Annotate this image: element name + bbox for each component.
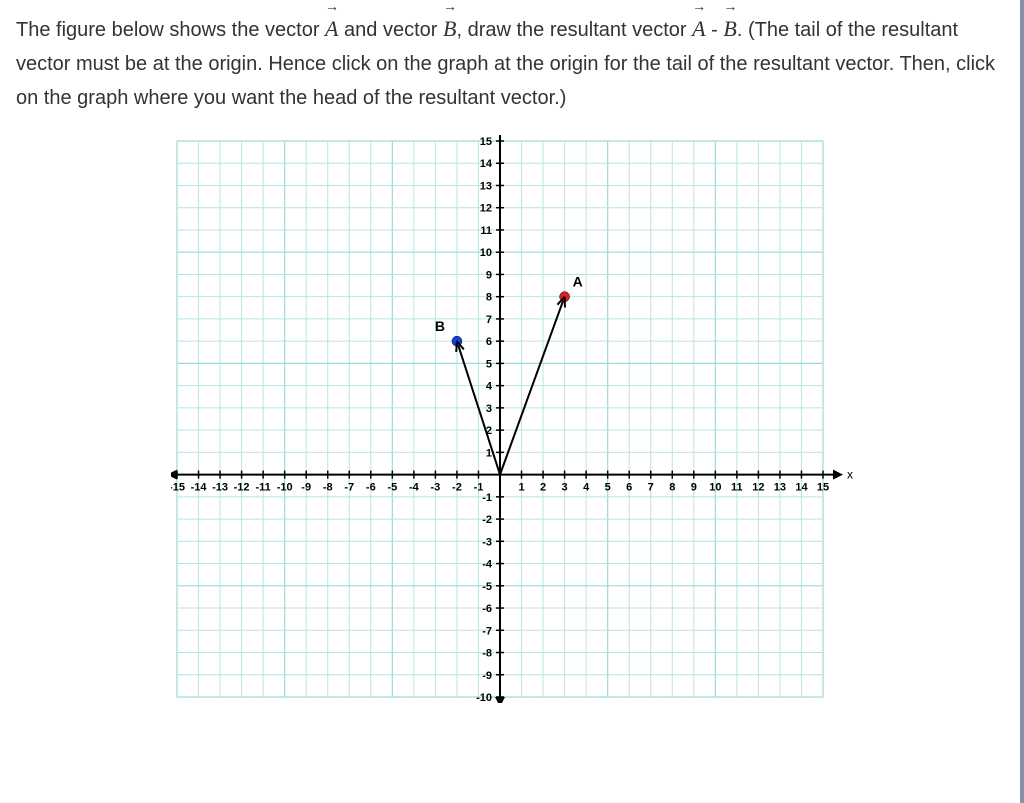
chart-container: -15-14-13-12-11-10-9-8-7-6-5-4-3-2-11234… [0, 135, 1024, 703]
svg-text:4: 4 [486, 381, 493, 393]
text-part2: and vector [339, 19, 444, 41]
svg-text:1: 1 [518, 482, 524, 494]
svg-text:10: 10 [709, 482, 721, 494]
svg-text:-11: -11 [255, 482, 270, 494]
svg-text:-8: -8 [323, 482, 333, 494]
svg-text:-1: -1 [482, 492, 492, 504]
svg-text:-3: -3 [482, 537, 492, 549]
svg-text:15: 15 [817, 482, 829, 494]
svg-text:-6: -6 [366, 482, 376, 494]
svg-text:-4: -4 [482, 559, 493, 571]
svg-text:-5: -5 [482, 581, 492, 593]
svg-text:B: B [435, 319, 445, 335]
svg-text:-10: -10 [476, 692, 492, 703]
vector-B2-symbol: B [723, 10, 736, 47]
svg-text:12: 12 [480, 203, 492, 215]
vector-B-symbol: B [443, 10, 456, 47]
svg-text:5: 5 [486, 359, 492, 371]
text-part3: , draw the resultant vector [456, 19, 692, 41]
svg-text:-9: -9 [482, 670, 492, 682]
svg-text:7: 7 [486, 314, 492, 326]
svg-text:6: 6 [626, 482, 632, 494]
svg-text:11: 11 [480, 225, 492, 237]
svg-text:11: 11 [731, 482, 743, 494]
svg-text:x: x [847, 468, 853, 482]
svg-text:-2: -2 [452, 482, 462, 494]
svg-text:12: 12 [752, 482, 764, 494]
vector-A-symbol: A [325, 10, 338, 47]
svg-text:-5: -5 [387, 482, 397, 494]
svg-text:14: 14 [795, 482, 808, 494]
chart-svg[interactable]: -15-14-13-12-11-10-9-8-7-6-5-4-3-2-11234… [171, 135, 853, 703]
svg-text:8: 8 [669, 482, 675, 494]
svg-text:3: 3 [562, 482, 568, 494]
svg-text:13: 13 [774, 482, 786, 494]
vector-chart[interactable]: -15-14-13-12-11-10-9-8-7-6-5-4-3-2-11234… [171, 135, 853, 703]
vector-A2-symbol: A [692, 10, 705, 47]
svg-text:9: 9 [486, 270, 492, 282]
svg-text:13: 13 [480, 181, 492, 193]
svg-text:-3: -3 [431, 482, 441, 494]
question-text: The figure below shows the vector A and … [0, 0, 1024, 135]
svg-text:5: 5 [605, 482, 611, 494]
svg-text:-12: -12 [234, 482, 250, 494]
svg-text:-14: -14 [191, 482, 208, 494]
svg-text:-9: -9 [301, 482, 311, 494]
text-part4: - [706, 19, 724, 41]
svg-text:10: 10 [480, 248, 492, 260]
svg-text:-6: -6 [482, 603, 492, 615]
svg-text:8: 8 [486, 292, 492, 304]
svg-text:2: 2 [540, 482, 546, 494]
svg-text:15: 15 [480, 136, 492, 148]
svg-text:7: 7 [648, 482, 654, 494]
svg-text:-8: -8 [482, 648, 492, 660]
text-part1: The figure below shows the vector [16, 19, 325, 41]
svg-text:3: 3 [486, 403, 492, 415]
svg-text:-10: -10 [277, 482, 293, 494]
svg-text:-15: -15 [171, 482, 185, 494]
svg-text:4: 4 [583, 482, 590, 494]
svg-text:-7: -7 [344, 482, 354, 494]
svg-text:-2: -2 [482, 514, 492, 526]
svg-text:A: A [573, 274, 583, 290]
svg-text:-4: -4 [409, 482, 420, 494]
svg-text:6: 6 [486, 337, 492, 349]
svg-text:-7: -7 [482, 626, 492, 638]
right-border [1020, 0, 1024, 803]
svg-text:14: 14 [480, 159, 493, 171]
svg-text:-13: -13 [212, 482, 228, 494]
svg-text:9: 9 [691, 482, 697, 494]
